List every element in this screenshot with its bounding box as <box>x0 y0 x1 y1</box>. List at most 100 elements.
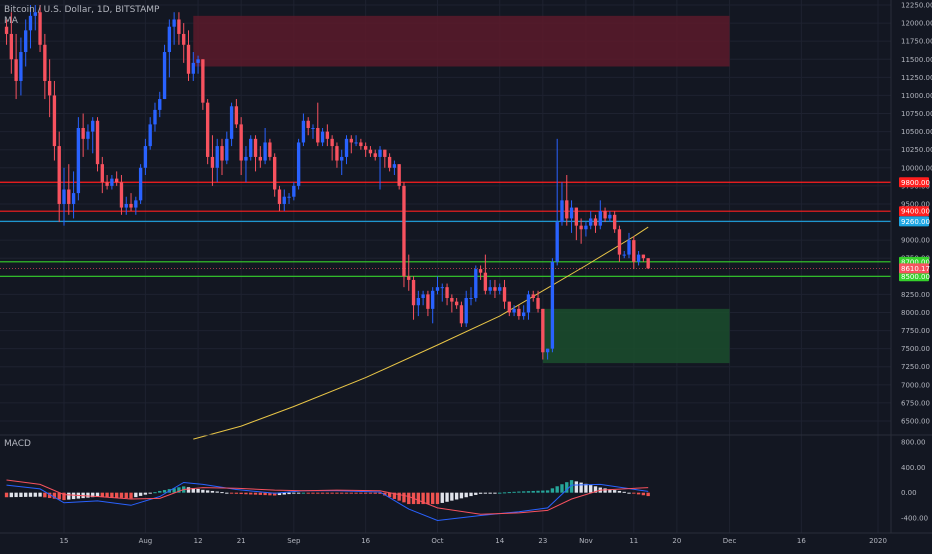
candle <box>296 138 301 190</box>
histogram-bar <box>459 492 464 499</box>
candle-body <box>301 120 306 143</box>
histogram-bar <box>363 492 368 494</box>
candle-body <box>158 99 162 110</box>
candle <box>431 287 435 324</box>
candle <box>320 127 325 147</box>
candle <box>574 207 579 241</box>
symbol-legend[interactable]: Bitcoin / U.S. Dollar, 1D, BITSTAMP <box>4 5 160 15</box>
histogram-bar <box>450 492 454 501</box>
candle <box>4 19 9 45</box>
macd-legend[interactable]: MACD <box>4 439 31 449</box>
histogram-bar <box>517 491 521 493</box>
candle-body <box>569 207 574 219</box>
histogram-bar <box>435 492 440 505</box>
histogram-bar <box>493 492 497 494</box>
histogram-bar <box>258 492 262 495</box>
histogram-bar <box>555 486 559 493</box>
candle-body <box>349 138 353 143</box>
ma-legend[interactable]: MA <box>4 16 18 26</box>
signal-line <box>6 479 649 515</box>
candle-body <box>531 294 535 299</box>
candle-body <box>450 298 454 302</box>
histogram-bar <box>19 492 23 497</box>
histogram-bar <box>383 492 387 496</box>
histogram-bar <box>498 492 502 494</box>
candle-body <box>646 258 650 269</box>
histogram-bar <box>641 492 646 496</box>
candle-body <box>292 185 296 197</box>
price-tick-label: 7250.00 <box>901 363 930 371</box>
time-tick-label: 11 <box>629 537 638 545</box>
candle <box>493 279 497 299</box>
candle-body <box>387 156 392 168</box>
last-price-label: 8610.17 <box>901 265 930 273</box>
candle <box>268 138 272 161</box>
candle <box>301 113 306 147</box>
candle <box>182 23 186 63</box>
level-tag-label: 9400.00 <box>901 208 930 216</box>
histogram-bar <box>33 492 37 497</box>
candle-body <box>502 287 507 302</box>
candle-body <box>598 211 602 226</box>
candle <box>67 164 71 215</box>
time-tick-label: 20 <box>672 537 681 545</box>
level-tag-label: 9800.00 <box>901 179 930 187</box>
histogram-bar <box>320 492 325 494</box>
histogram-bar <box>234 492 239 494</box>
candle-body <box>234 106 239 125</box>
candle-body <box>306 120 310 128</box>
candle-body <box>608 214 612 219</box>
moving-average-line <box>193 226 649 440</box>
candle <box>129 193 133 212</box>
histogram-bar <box>52 492 57 499</box>
candle-body <box>565 200 569 219</box>
histogram-bar <box>301 492 306 494</box>
candle-body <box>440 287 444 289</box>
candle <box>378 146 382 190</box>
candle-body <box>76 127 81 194</box>
candle <box>584 222 588 237</box>
candle-body <box>229 106 234 139</box>
histogram-bar <box>565 482 569 493</box>
candle <box>598 200 602 230</box>
histogram-bar <box>574 481 579 493</box>
candle <box>138 164 143 204</box>
candle <box>354 135 358 147</box>
candle-body <box>287 196 291 198</box>
histogram-bar <box>244 492 248 495</box>
candle <box>612 211 617 233</box>
candle-body <box>100 164 104 183</box>
price-tick-label: 6750.00 <box>901 399 930 407</box>
time-tick-label: Nov <box>579 537 593 545</box>
candle-body <box>344 138 349 157</box>
candle-body <box>498 287 502 291</box>
level-tag-label: 8700.00 <box>901 258 930 266</box>
candle <box>282 189 286 212</box>
histogram-bar <box>196 488 200 493</box>
histogram-bar <box>162 490 167 493</box>
candle <box>340 149 344 176</box>
histogram-bar <box>215 491 219 493</box>
candle-body <box>320 131 325 143</box>
candle <box>292 182 296 201</box>
candle-body <box>641 254 646 259</box>
histogram-bar <box>368 492 373 494</box>
candle-body <box>33 12 37 16</box>
histogram-bar <box>407 492 411 505</box>
candle-body <box>627 240 631 255</box>
candle <box>33 5 37 31</box>
candle <box>24 19 28 67</box>
candle <box>426 290 430 317</box>
candle <box>411 276 416 320</box>
candle <box>459 301 464 327</box>
histogram-bar <box>114 492 119 498</box>
candle-body <box>507 301 511 313</box>
candle <box>114 171 119 186</box>
candle-body <box>593 218 598 226</box>
candle-body <box>426 294 430 309</box>
candle <box>526 290 531 320</box>
histogram-bar <box>612 490 617 493</box>
price-tick-label: 11750.00 <box>901 38 932 46</box>
candle-body <box>191 62 195 74</box>
